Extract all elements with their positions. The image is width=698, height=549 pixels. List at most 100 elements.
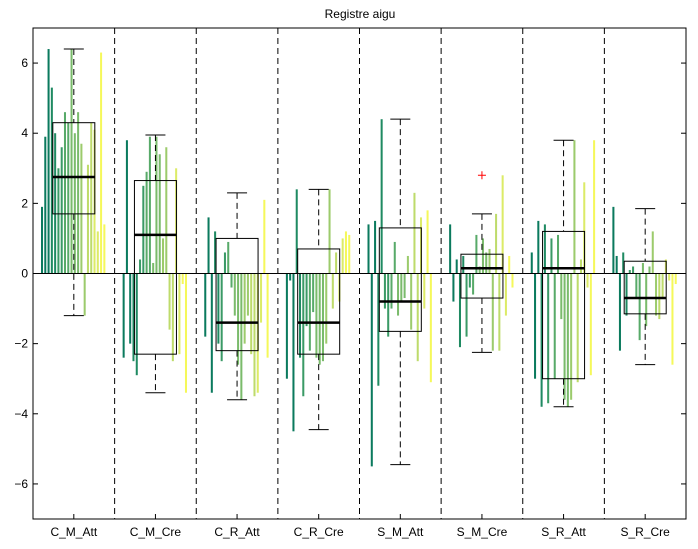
box-iqr — [623, 260, 667, 315]
bar — [576, 273, 579, 383]
bar — [570, 273, 573, 400]
bar — [547, 273, 550, 404]
bar — [566, 273, 569, 407]
bar — [458, 273, 461, 348]
y-tick-label: 0 — [21, 267, 28, 281]
box-iqr — [460, 253, 504, 299]
bar — [171, 273, 174, 362]
bar — [645, 273, 648, 327]
bar — [152, 262, 155, 274]
boxplot — [215, 192, 259, 401]
bar — [77, 112, 80, 274]
bar — [586, 273, 589, 288]
x-tick-label: C_M_Cre — [130, 525, 182, 539]
x-tick-label: S_R_Cre — [621, 525, 671, 539]
bars-layer — [41, 49, 677, 467]
bar — [325, 273, 328, 344]
bar — [485, 252, 488, 274]
bar — [295, 189, 298, 274]
bar — [413, 192, 416, 274]
bar — [495, 213, 498, 274]
bar — [263, 199, 266, 274]
bar — [628, 269, 631, 274]
bar — [341, 238, 344, 274]
bar — [618, 273, 621, 351]
bar — [47, 49, 50, 274]
bar — [468, 273, 471, 288]
bar — [204, 273, 207, 337]
box-iqr — [378, 227, 422, 332]
bar — [651, 231, 654, 274]
bar — [416, 273, 419, 362]
bar — [335, 252, 338, 274]
x-tick-label: C_R_Att — [214, 525, 260, 539]
bar — [498, 273, 501, 351]
bar — [390, 273, 393, 309]
x-axis: C_M_Att C_M_Cre C_R_Att C_R_Cre S_M_Att S_M_C… — [50, 514, 670, 539]
bar — [162, 238, 165, 274]
bar — [478, 266, 481, 274]
bar — [237, 273, 240, 365]
bar — [90, 122, 93, 274]
bar — [553, 273, 556, 379]
bar — [96, 231, 99, 274]
bar — [449, 224, 452, 274]
bar — [661, 273, 664, 299]
bar — [289, 273, 292, 281]
bar — [423, 273, 426, 309]
bar — [67, 122, 70, 274]
bar — [305, 273, 308, 327]
bar — [377, 273, 380, 386]
y-tick-label: −2 — [14, 337, 28, 351]
bar — [318, 273, 321, 365]
bar — [50, 87, 53, 274]
bar — [103, 224, 106, 274]
bar — [125, 140, 128, 274]
bar — [465, 273, 468, 337]
bar — [504, 273, 507, 316]
bar — [139, 259, 142, 274]
bar — [260, 273, 263, 323]
boxplot — [297, 188, 341, 431]
bar — [86, 164, 89, 274]
x-tick-label: C_R_Cre — [294, 525, 344, 539]
bar — [230, 273, 233, 288]
bar — [129, 273, 132, 344]
bar — [207, 217, 210, 274]
bar — [632, 266, 635, 274]
box-iqr — [297, 248, 341, 355]
y-tick-label: 6 — [21, 56, 28, 70]
bar — [220, 273, 223, 362]
bar — [615, 255, 618, 274]
bar — [178, 273, 181, 355]
bar — [622, 252, 625, 274]
bar — [54, 133, 57, 274]
bar — [331, 273, 334, 309]
bar — [491, 273, 494, 351]
bar — [158, 154, 161, 274]
bar — [472, 273, 475, 295]
bar — [387, 273, 390, 337]
bar — [135, 273, 138, 376]
chart-title: Registre aigu — [325, 7, 396, 21]
bar — [612, 206, 615, 274]
x-tick-label: C_M_Att — [50, 525, 97, 539]
boxplot — [133, 134, 177, 394]
bar — [100, 52, 103, 274]
bar — [488, 248, 491, 274]
bar — [70, 49, 73, 274]
bar — [214, 231, 217, 274]
bar — [217, 273, 220, 344]
x-tick-label: S_M_Cre — [457, 525, 508, 539]
bar — [426, 210, 429, 274]
bar — [285, 273, 288, 379]
bar — [593, 140, 596, 274]
bar — [668, 273, 671, 281]
bar — [671, 273, 674, 365]
bar — [501, 175, 504, 274]
bar — [181, 273, 184, 285]
bar — [429, 273, 432, 383]
bar — [299, 273, 302, 358]
bar — [543, 224, 546, 274]
